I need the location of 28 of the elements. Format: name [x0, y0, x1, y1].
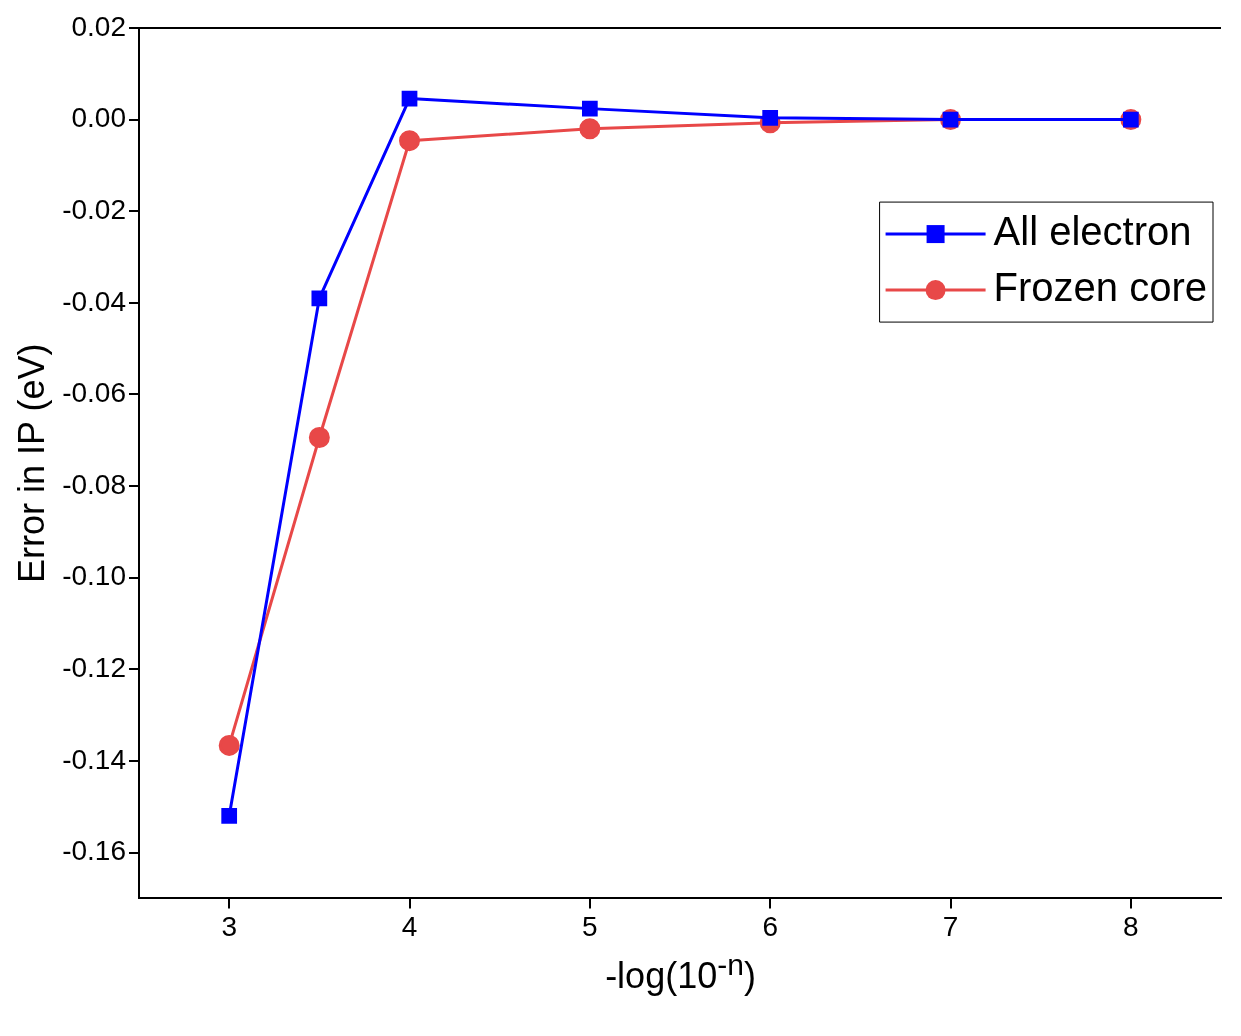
x-tick-label: 3 [221, 910, 237, 942]
x-tick-label: 5 [582, 910, 598, 942]
point [579, 118, 601, 140]
x-axis-title: -log(10$^{-n}$) [604, 948, 757, 997]
point [221, 808, 238, 824]
y-tick-label: -0.10 [62, 560, 127, 592]
y-tick-label: 0.00 [71, 102, 127, 134]
point [401, 90, 418, 107]
y-tick-label: -0.12 [62, 652, 127, 684]
point [399, 130, 421, 152]
legend-label: Frozen core [993, 265, 1207, 310]
y-tick-label: 0.02 [71, 10, 127, 42]
y-tick-label: -0.06 [62, 377, 127, 409]
x-tick-label: 4 [401, 910, 418, 942]
x-tick-label: 6 [762, 910, 778, 942]
x-tick-label: 8 [1123, 910, 1139, 942]
y-tick-label: -0.14 [62, 743, 127, 775]
point [581, 100, 598, 117]
point [308, 427, 330, 449]
point [311, 290, 328, 307]
y-tick-label: -0.04 [62, 285, 127, 317]
y-tick-label: -0.02 [62, 193, 127, 225]
point [218, 734, 240, 756]
y-axis-title: Error in IP (eV) [10, 343, 52, 583]
x-tick-label: 7 [942, 910, 959, 942]
y-tick-label: -0.16 [62, 835, 127, 867]
legend-label: All electron [993, 209, 1192, 254]
y-tick-label: -0.08 [62, 468, 127, 500]
